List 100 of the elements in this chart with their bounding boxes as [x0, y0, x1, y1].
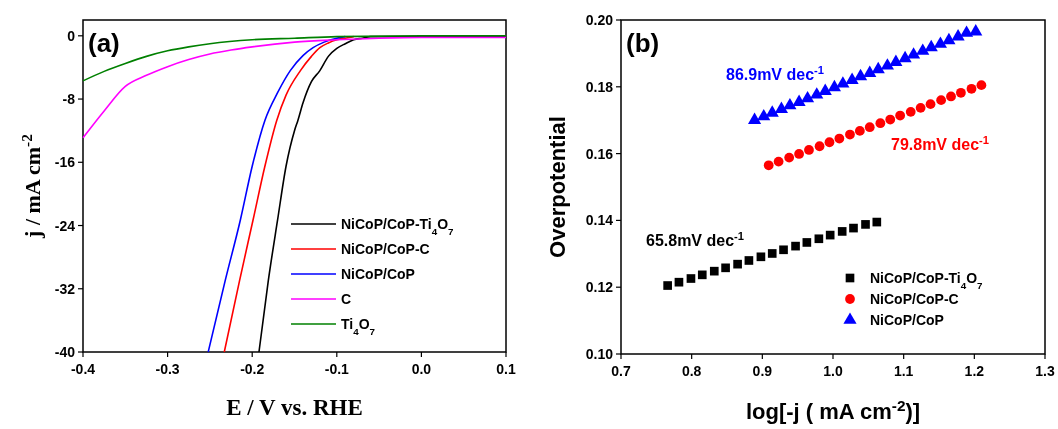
point — [674, 277, 684, 287]
point — [942, 32, 956, 45]
point — [845, 129, 855, 140]
point — [814, 141, 825, 152]
point — [802, 238, 812, 247]
point — [744, 256, 754, 265]
point — [814, 234, 824, 244]
point — [827, 79, 841, 92]
legend-label: Ti$_{4}$O$_{7}$ — [341, 316, 376, 337]
x-axis-title: log[-j ( mA cm$^{-2}$)] — [745, 396, 921, 424]
point — [824, 137, 835, 148]
point — [872, 217, 882, 227]
x-tick-label: -0.1 — [324, 361, 350, 377]
point — [697, 270, 707, 280]
point — [925, 99, 936, 110]
x-tick-label: 1.2 — [964, 363, 985, 379]
point — [905, 106, 916, 117]
point — [969, 24, 983, 36]
point — [924, 39, 938, 52]
x-tick-label: -0.3 — [155, 361, 180, 377]
point — [779, 245, 788, 255]
point — [956, 87, 966, 98]
annotation: (a) — [88, 28, 120, 58]
point — [875, 118, 886, 129]
point — [845, 72, 859, 84]
point — [864, 122, 875, 133]
point — [895, 110, 906, 121]
annotation: 86.9mV dec$^{-1}$ — [726, 64, 825, 83]
point — [767, 249, 777, 258]
point — [906, 47, 921, 59]
x-tick-label: 0.0 — [411, 361, 432, 377]
point — [663, 281, 672, 290]
point — [825, 230, 835, 240]
y-tick-label: -24 — [54, 217, 76, 234]
point — [773, 156, 784, 167]
y-tick-label: 0.16 — [585, 145, 614, 162]
point — [818, 83, 832, 95]
point — [889, 54, 903, 66]
x-axis-title: E / V vs. RHE — [226, 395, 363, 420]
point — [853, 68, 868, 81]
y-tick-label: -16 — [54, 154, 76, 171]
point — [915, 102, 926, 113]
point — [686, 274, 696, 283]
legend-label: NiCoP/CoP — [341, 266, 415, 282]
point — [898, 50, 912, 63]
point — [933, 36, 947, 48]
point — [880, 58, 894, 70]
point — [936, 95, 947, 106]
point — [747, 112, 762, 124]
point — [946, 91, 956, 102]
x-tick-label: 1.3 — [1035, 363, 1055, 379]
x-tick-label: -0.2 — [240, 361, 265, 377]
point — [804, 145, 814, 155]
point — [966, 83, 977, 94]
x-tick-label: -0.4 — [70, 361, 96, 377]
x-tick-label: 0.7 — [611, 363, 631, 379]
point — [783, 97, 797, 110]
point — [837, 227, 847, 236]
point — [733, 259, 742, 269]
y-tick-label: 0 — [67, 27, 76, 44]
x-tick-label: 0.9 — [752, 363, 773, 379]
y-tick-label: 0.14 — [585, 212, 614, 229]
y-axis-title: Overpotential — [545, 116, 570, 258]
point — [794, 149, 804, 159]
point — [916, 43, 930, 55]
x-tick-label: 1.1 — [893, 363, 914, 379]
point — [774, 101, 788, 113]
x-tick-label: 0.1 — [496, 361, 516, 377]
legend-label: NiCoP/CoP — [870, 312, 944, 328]
legend-label: NiCoP/CoP-Ti$_{4}$O$_{7}$ — [341, 216, 455, 237]
point — [791, 241, 800, 251]
y-tick-label: -40 — [54, 344, 76, 360]
point — [709, 266, 719, 276]
point — [871, 61, 885, 74]
point — [784, 152, 795, 163]
point — [810, 87, 824, 99]
point — [849, 223, 858, 233]
point — [721, 263, 730, 273]
y-tick-label: -32 — [54, 280, 76, 297]
point — [976, 80, 987, 91]
point — [800, 90, 815, 103]
y-tick-label: 0.18 — [585, 78, 614, 95]
point — [959, 25, 974, 37]
x-tick-label: 1.0 — [823, 363, 843, 379]
point — [756, 252, 766, 262]
y-tick-label: 0.12 — [585, 279, 614, 296]
point — [763, 160, 774, 171]
y-tick-label: -8 — [62, 91, 76, 108]
point — [861, 220, 870, 229]
legend-label: NiCoP/CoP-C — [870, 291, 959, 307]
x-tick-label: 0.8 — [681, 363, 702, 379]
point — [885, 114, 896, 125]
point — [834, 133, 845, 144]
point — [863, 65, 877, 77]
legend-label: NiCoP/CoP-Ti$_{4}$O$_{7}$ — [870, 270, 984, 291]
y-tick-label: 0.20 — [585, 12, 614, 28]
y-tick-label: 0.10 — [585, 346, 614, 362]
point — [836, 76, 850, 88]
annotation: 65.8mV dec$^{-1}$ — [646, 230, 745, 249]
point — [792, 94, 806, 106]
